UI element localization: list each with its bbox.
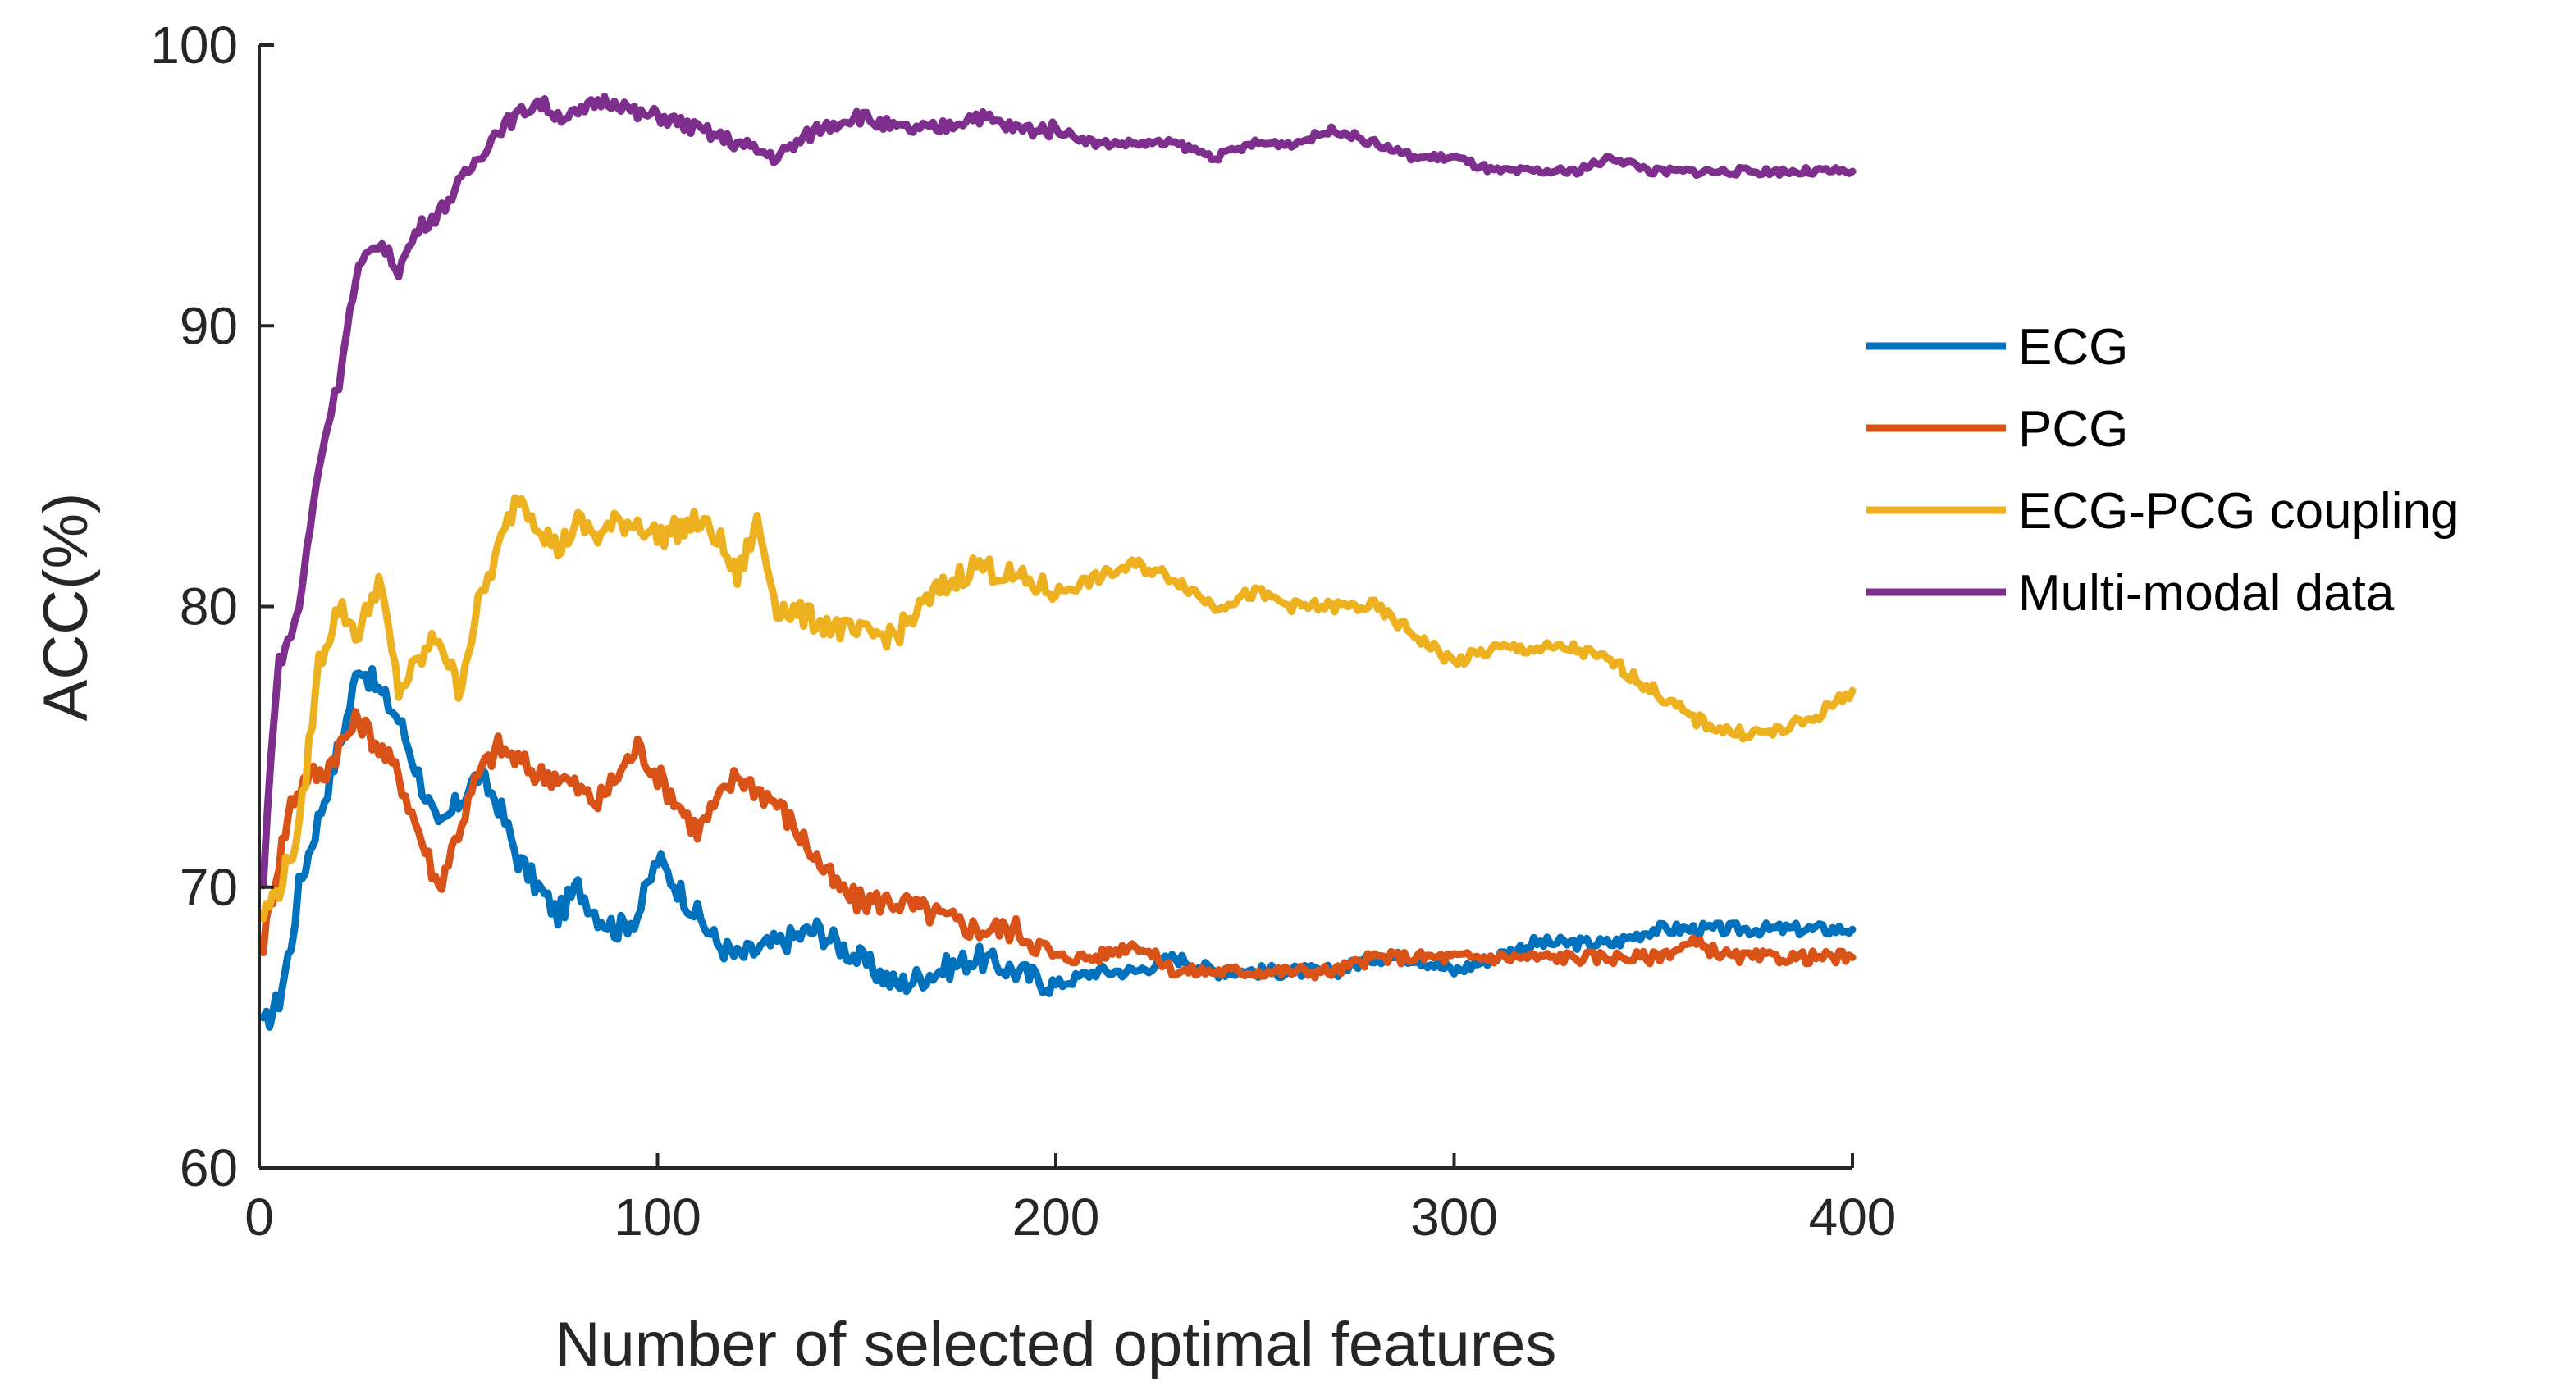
- y-axis-title: ACC(%): [31, 493, 101, 722]
- legend-label: ECG: [2018, 319, 2128, 376]
- legend-item: ECG-PCG coupling: [1866, 483, 2460, 540]
- legend-label: ECG-PCG coupling: [2018, 483, 2460, 540]
- y-tick-label: 90: [180, 296, 238, 355]
- x-tick-label: 0: [244, 1188, 274, 1247]
- legend-label: PCG: [2018, 401, 2128, 458]
- legend-item: Multi-modal data: [1866, 565, 2395, 622]
- series-line-multi-modal-data: [259, 93, 1857, 890]
- y-tick-label: 60: [180, 1138, 238, 1197]
- series-line-pcg: [259, 708, 1857, 982]
- legend: ECG PCG ECG-PCG coupling Multi-modal data: [1866, 319, 2460, 622]
- x-tick-label: 400: [1809, 1188, 1897, 1247]
- series-line-ecg-pcg-coupling: [259, 494, 1857, 923]
- x-tick-label: 100: [614, 1188, 701, 1247]
- x-tick-label: 200: [1012, 1188, 1100, 1247]
- x-axis-title: Number of selected optimal features: [555, 1310, 1557, 1379]
- y-tick-label: 80: [180, 577, 238, 636]
- legend-label: Multi-modal data: [2018, 565, 2395, 622]
- legend-item: ECG: [1866, 319, 2128, 376]
- x-tick-label: 300: [1410, 1188, 1498, 1247]
- series-line-ecg: [259, 664, 1857, 1031]
- legend-item: PCG: [1866, 401, 2128, 458]
- series-group: [259, 93, 1857, 1031]
- y-tick-label: 70: [180, 858, 238, 917]
- axes: [258, 45, 1852, 1170]
- ticks: 0 100 200 300 400 60 70 80 90 100: [150, 16, 1896, 1247]
- y-tick-label: 100: [150, 16, 238, 75]
